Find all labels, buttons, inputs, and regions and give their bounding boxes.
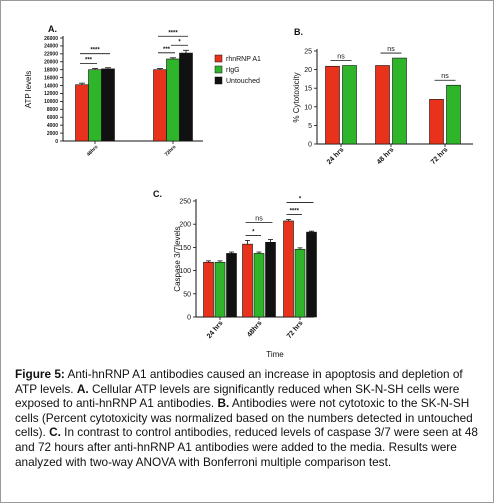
y-tick-label: 6000 [47, 115, 58, 121]
x-tick-label: 72 hrs [430, 146, 450, 166]
panel-label: B. [294, 27, 303, 37]
legend-label: rhnRNP A1 [226, 56, 261, 63]
y-tick-label: 200 [179, 222, 191, 229]
y-tick-label: 15 [304, 86, 312, 93]
y-axis-label: Caspase 3/7levels [173, 226, 182, 291]
bar [203, 261, 214, 318]
y-tick-label: 0 [308, 141, 312, 148]
x-tick-label: 24 hrs [326, 146, 346, 166]
legend-swatch [214, 76, 223, 85]
figure-panels: A.02000400060008000100001200014000160001… [24, 24, 473, 359]
y-tick-label: 5 [308, 123, 312, 130]
caption-label-a: A. [76, 381, 89, 396]
y-tick-label: 24000 [44, 44, 58, 50]
significance-label: **** [290, 209, 300, 215]
legend-label: rIgG [226, 67, 240, 74]
x-tick-label: 48hrs [86, 144, 100, 158]
bar [242, 243, 253, 318]
chart-panel-a: A. 0 2000 4000 6000 8000 10000 12000 14000 16000 1… [24, 24, 261, 158]
panel-label: A. [48, 24, 57, 34]
legend-swatch [214, 54, 223, 63]
y-tick-label: 250 [179, 198, 191, 205]
y-tick-label: 100 [179, 268, 191, 275]
y-tick-label: 0 [55, 139, 58, 145]
bar [375, 65, 390, 145]
figure-caption: Figure 5: Anti-hnRNP A1 antibodies cause… [15, 367, 481, 469]
y-tick-label: 22000 [44, 52, 58, 58]
chart-panel-b: B. 0 5 10 15 20 25 % Cytotoxicity 24 hrs 48 hrs 72… [292, 27, 473, 166]
y-tick-label: 14000 [44, 83, 58, 89]
caption-summary: Anti-hnRNP A1 antibodies caused an incre… [15, 367, 463, 396]
y-tick-label: 16000 [44, 75, 58, 81]
x-axis-label: Time [266, 350, 284, 359]
x-tick-label: 72hrs [164, 144, 178, 158]
y-axis-label: ATP levels [24, 71, 33, 109]
significance-label: * [252, 229, 255, 235]
caption-text-a: Cellular ATP levels are significantly re… [15, 381, 460, 411]
bar [294, 248, 306, 318]
y-tick-label: 150 [179, 245, 191, 252]
bar [88, 69, 102, 142]
y-tick-label: 50 [183, 291, 191, 298]
y-tick-label: 25 [304, 48, 312, 55]
y-tick-label: 26000 [44, 36, 58, 42]
x-tick-label: 24 hrs [206, 320, 225, 340]
significance-label: **** [90, 48, 100, 54]
chart-panel-c: C. 0 50 100 150 200 250 Caspase 3/7levels 24 hrs… [153, 189, 317, 359]
bar [325, 65, 340, 145]
bar [429, 99, 444, 145]
bar [265, 241, 276, 318]
bar [306, 231, 317, 318]
x-tick-label: 48 hrs [376, 146, 396, 166]
significance-label: *** [163, 47, 171, 53]
bar [153, 69, 167, 142]
panel-label: C. [153, 189, 162, 199]
bar [226, 253, 237, 318]
caption-label-b: B. [217, 396, 230, 411]
bar [342, 65, 357, 145]
x-tick-label: 48hrs [246, 320, 263, 339]
legend-label: Untouched [226, 78, 260, 85]
y-tick-label: 12000 [44, 91, 58, 97]
bar [214, 261, 226, 318]
significance-label: * [299, 197, 302, 203]
y-tick-label: 4000 [47, 123, 58, 129]
y-axis-label: % Cytotoxicity [292, 72, 301, 122]
y-tick-label: 0 [187, 314, 191, 321]
bar [179, 52, 193, 142]
y-tick-label: 20000 [44, 60, 58, 66]
significance-label: * [178, 39, 181, 45]
significance-label: ns [387, 46, 395, 53]
y-tick-label: 18000 [44, 67, 58, 73]
significance-label: ns [441, 73, 449, 80]
y-tick-label: 20 [304, 67, 312, 74]
significance-label: *** [85, 58, 93, 64]
bar [446, 84, 461, 145]
legend-swatch [214, 65, 223, 74]
bar [166, 58, 180, 142]
y-tick-label: 8000 [47, 107, 58, 113]
y-tick-label: 10 [304, 104, 312, 111]
caption-label-c: C. [49, 425, 61, 440]
significance-label: ns [337, 54, 345, 61]
bar [253, 253, 265, 318]
bar [75, 84, 89, 142]
significance-label: **** [168, 30, 178, 36]
bar [283, 220, 294, 318]
bar [392, 57, 407, 145]
x-tick-label: 72 hrs [286, 320, 305, 340]
caption-label: Figure 5: [15, 367, 65, 381]
y-tick-label: 10000 [44, 99, 58, 105]
bar [101, 68, 115, 142]
caption-text-b: Antibodies were not cytotoxic to the SK-… [15, 396, 473, 440]
caption-text-c: In contrast to control antibodies, reduc… [15, 425, 478, 469]
y-tick-label: 2000 [47, 131, 58, 137]
significance-label: ns [255, 216, 263, 223]
